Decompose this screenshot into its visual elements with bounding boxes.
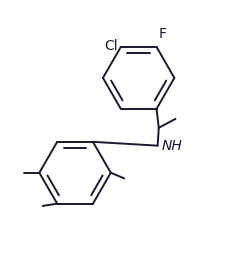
Text: Cl: Cl xyxy=(103,39,117,53)
Text: NH: NH xyxy=(161,139,182,153)
Text: F: F xyxy=(158,27,166,41)
